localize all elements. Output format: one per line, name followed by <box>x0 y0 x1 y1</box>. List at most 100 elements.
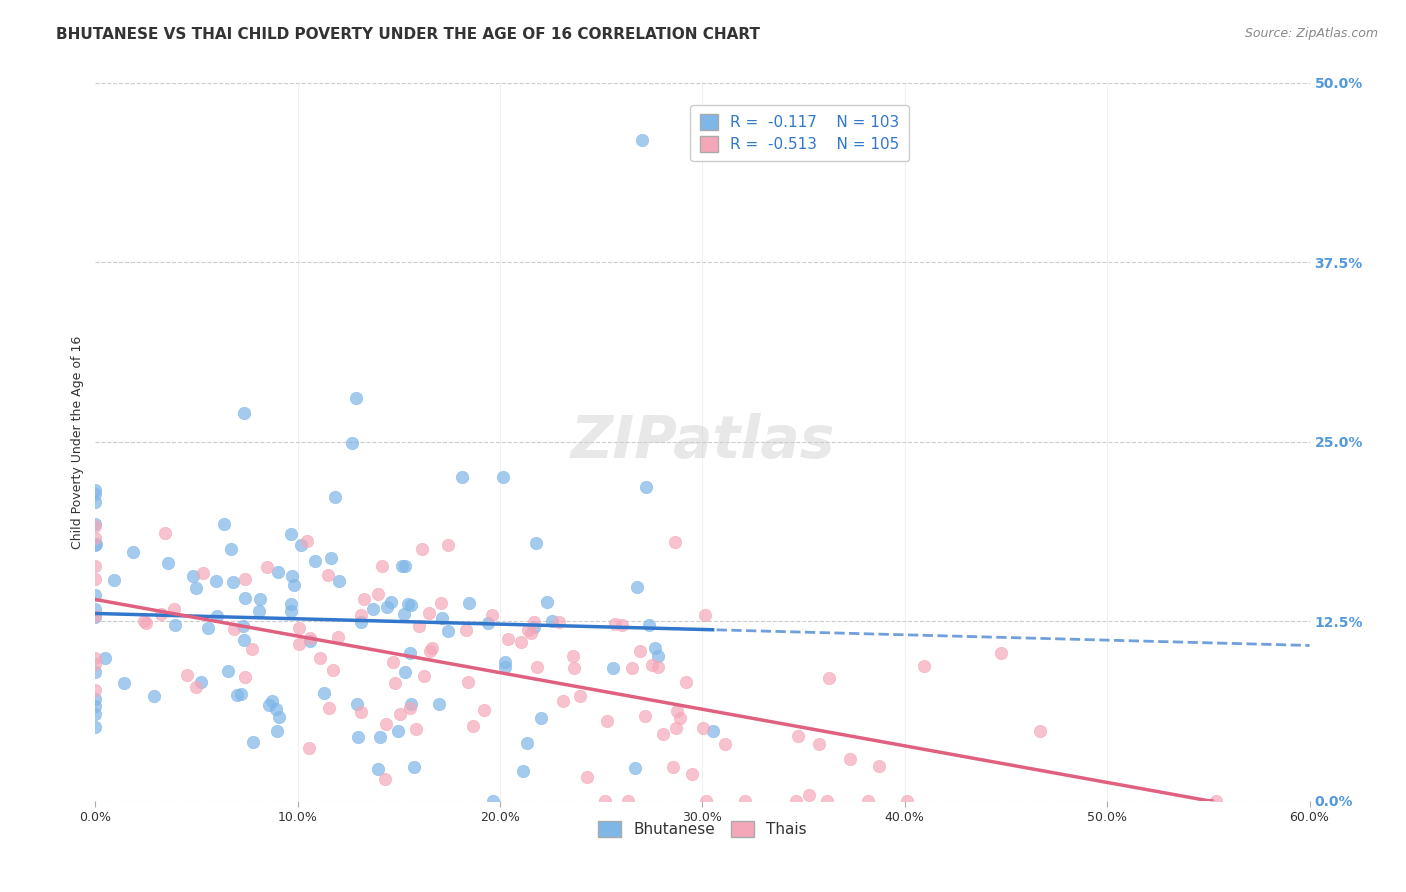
Point <box>280 605 302 619</box>
Point <box>382 655 405 669</box>
Point <box>477 615 499 630</box>
Point <box>630 133 652 147</box>
Point <box>205 574 228 589</box>
Point <box>214 517 236 532</box>
Point <box>150 607 173 621</box>
Point <box>84 707 107 722</box>
Point <box>472 703 495 717</box>
Point <box>516 736 538 750</box>
Point <box>427 698 450 712</box>
Point <box>367 763 389 777</box>
Point <box>112 676 135 690</box>
Point <box>233 591 256 606</box>
Point <box>94 651 117 665</box>
Point <box>176 668 198 682</box>
Point <box>380 595 402 609</box>
Point <box>626 580 648 594</box>
Point <box>593 794 616 808</box>
Point <box>217 664 239 678</box>
Point <box>714 737 737 751</box>
Point <box>695 608 717 623</box>
Point <box>494 660 516 674</box>
Point <box>419 644 441 658</box>
Point <box>84 651 107 665</box>
Point <box>350 608 373 623</box>
Point <box>664 535 686 549</box>
Point <box>551 694 574 708</box>
Point <box>912 658 935 673</box>
Point <box>568 689 591 703</box>
Point <box>260 694 283 708</box>
Point <box>280 526 302 541</box>
Point <box>84 516 107 531</box>
Point <box>519 626 541 640</box>
Point <box>197 621 219 635</box>
Point <box>389 707 412 722</box>
Point <box>184 681 207 695</box>
Point <box>394 559 416 574</box>
Point <box>280 598 302 612</box>
Point <box>404 760 426 774</box>
Point <box>530 711 553 725</box>
Point <box>665 722 688 736</box>
Point <box>257 698 280 713</box>
Point <box>205 608 228 623</box>
Point <box>458 596 481 610</box>
Point <box>408 619 430 633</box>
Point <box>636 480 658 494</box>
Point <box>1205 794 1227 808</box>
Point <box>785 794 807 808</box>
Point <box>193 566 215 581</box>
Point <box>224 622 246 636</box>
Point <box>799 788 821 802</box>
Point <box>232 632 254 647</box>
Point <box>367 587 389 601</box>
Point <box>575 770 598 784</box>
Point <box>638 618 661 632</box>
Point <box>384 676 406 690</box>
Point <box>411 541 433 556</box>
Point <box>84 602 107 616</box>
Point <box>463 718 485 732</box>
Point <box>509 634 531 648</box>
Point <box>491 470 513 484</box>
Point <box>523 620 546 634</box>
Point <box>242 735 264 749</box>
Point <box>84 572 107 586</box>
Point <box>868 759 890 773</box>
Point <box>412 669 434 683</box>
Point <box>807 737 830 751</box>
Point <box>163 601 186 615</box>
Point <box>298 740 321 755</box>
Point <box>668 711 690 725</box>
Point <box>603 617 626 632</box>
Point <box>734 794 756 808</box>
Point <box>84 519 107 533</box>
Point <box>856 794 879 808</box>
Point <box>84 610 107 624</box>
Point <box>481 607 503 622</box>
Point <box>340 435 363 450</box>
Point <box>430 610 453 624</box>
Point <box>266 724 288 739</box>
Text: ZIPatlas: ZIPatlas <box>571 413 835 470</box>
Point <box>681 767 703 781</box>
Point <box>375 716 398 731</box>
Point <box>391 558 413 573</box>
Point <box>457 675 479 690</box>
Point <box>494 656 516 670</box>
Point <box>309 650 332 665</box>
Point <box>787 729 810 743</box>
Point <box>405 722 427 736</box>
Point <box>84 559 107 574</box>
Point <box>562 660 585 674</box>
Point <box>103 573 125 587</box>
Point <box>325 490 347 504</box>
Point <box>665 704 688 718</box>
Point <box>84 537 107 551</box>
Point <box>628 644 651 658</box>
Point <box>84 538 107 552</box>
Y-axis label: Child Poverty Under the Age of 16: Child Poverty Under the Age of 16 <box>72 335 84 549</box>
Point <box>695 794 717 808</box>
Point <box>375 599 398 614</box>
